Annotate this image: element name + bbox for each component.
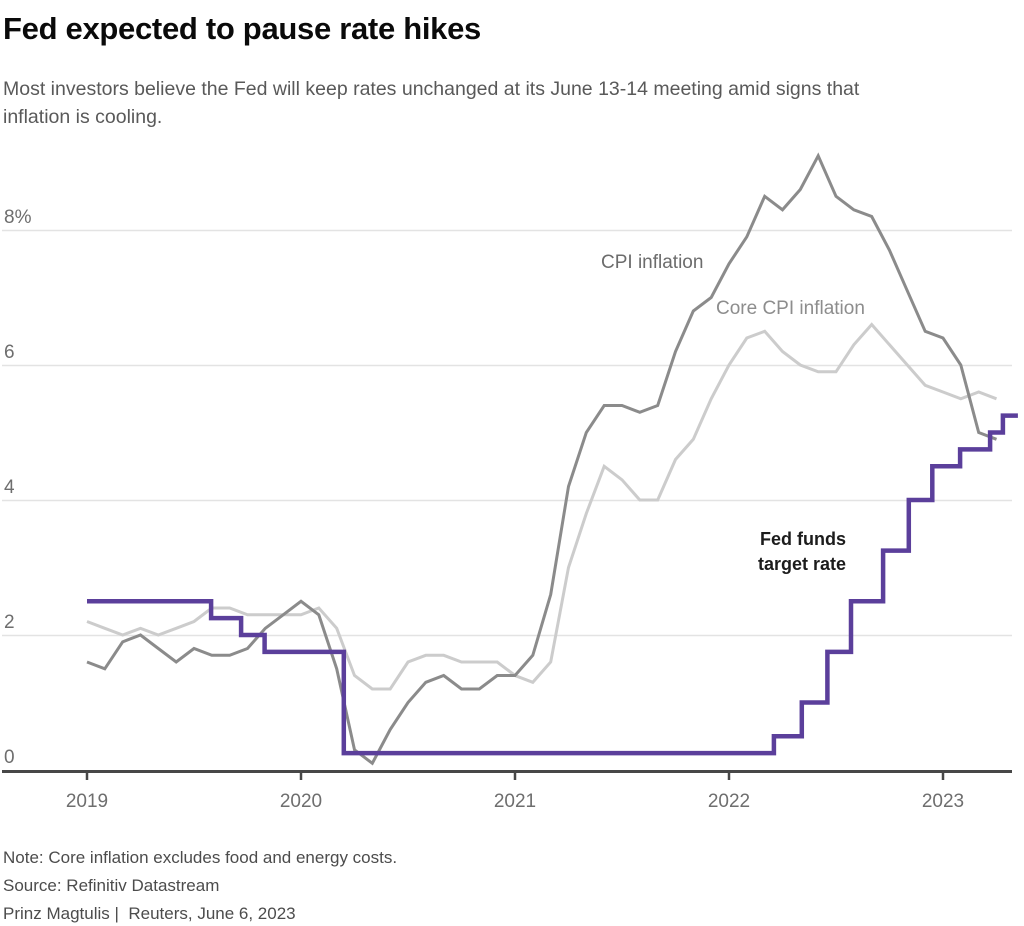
series-line-core-cpi-inflation <box>86 322 998 691</box>
subtitle-line-2: inflation is cooling. <box>3 106 163 128</box>
y-tick-label: 0 <box>4 747 15 768</box>
chart-byline: Prinz Magtulis | Reuters, June 6, 2023 <box>3 904 296 923</box>
chart-note: Note: Core inflation excludes food and e… <box>3 848 398 867</box>
series-label-core-cpi-inflation: Core CPI inflation <box>716 298 865 319</box>
x-tick-label: 2022 <box>708 791 750 812</box>
y-tick-label: 8% <box>4 207 32 228</box>
page-title: Fed expected to pause rate hikes <box>3 11 481 46</box>
y-tick-label: 4 <box>4 477 15 498</box>
series-line-fed-funds-target-rate <box>87 413 1018 756</box>
y-tick-label: 6 <box>4 342 15 363</box>
fed-label-line-2: target rate <box>757 554 846 574</box>
series-label-fed-funds-target-rate: Fed funds target rate <box>758 527 846 577</box>
series-line-cpi-inflation <box>86 152 998 766</box>
chart-subtitle: Most investors believe the Fed will keep… <box>3 75 1008 131</box>
x-tick-label: 2020 <box>280 791 322 812</box>
series-label-cpi-inflation: CPI inflation <box>601 252 704 273</box>
chart-source: Source: Refinitiv Datastream <box>3 876 220 895</box>
fed-label-line-1: Fed funds <box>760 529 846 549</box>
x-tick-label: 2023 <box>922 791 964 812</box>
y-tick-label: 2 <box>4 612 15 633</box>
subtitle-line-1: Most investors believe the Fed will keep… <box>3 78 860 100</box>
x-tick-label: 2021 <box>494 791 536 812</box>
x-tick-label: 2019 <box>66 791 108 812</box>
